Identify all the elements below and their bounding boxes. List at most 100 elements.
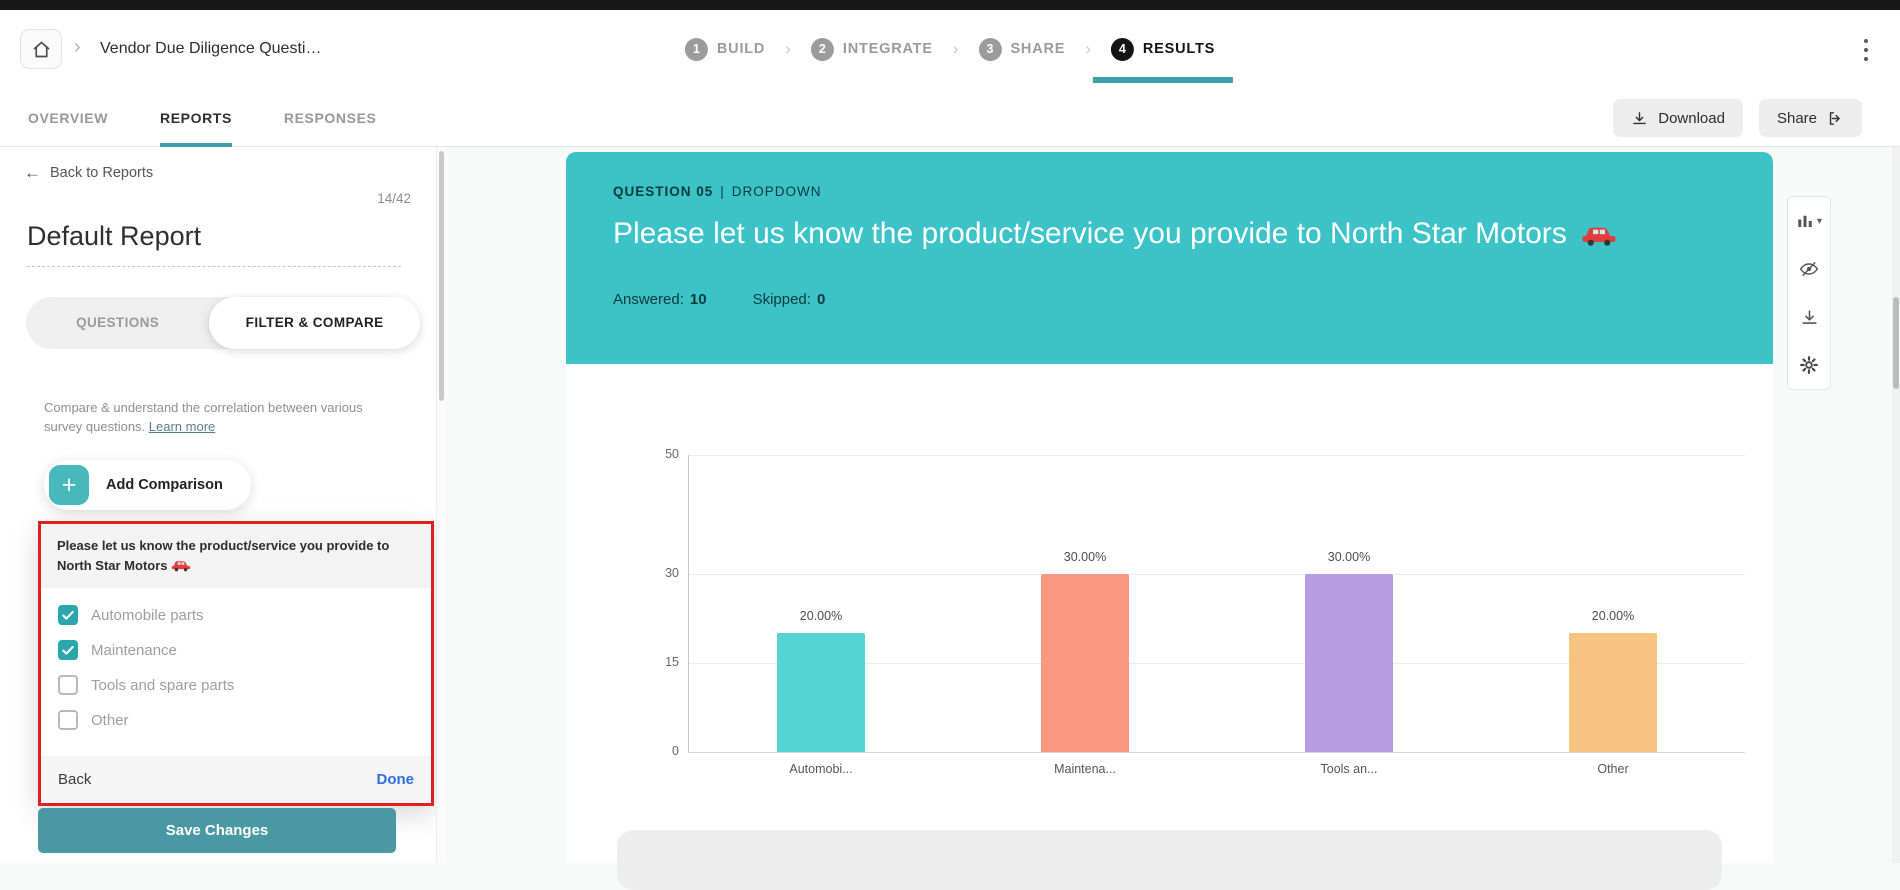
filter-option-row[interactable]: Automobile parts xyxy=(58,604,414,626)
download-icon xyxy=(1801,309,1817,324)
filter-popover-footer: Back Done xyxy=(41,756,431,804)
add-comparison-label: Add Comparison xyxy=(106,477,223,493)
download-label: Download xyxy=(1658,109,1725,127)
filter-option-label: Other xyxy=(91,711,129,729)
chart-plot: 0 15 30 50 20.00% Automobi... 30.00% Maintena..… xyxy=(665,447,1745,776)
checkbox-checked[interactable] xyxy=(58,605,78,626)
bar-value-label: 30.00% xyxy=(1327,549,1371,564)
save-changes-button[interactable]: Save Changes xyxy=(38,808,396,853)
step-separator-icon: › xyxy=(952,39,959,58)
share-label: Share xyxy=(1776,109,1817,127)
learn-more-link[interactable]: Learn more xyxy=(148,418,216,434)
filter-back-button[interactable]: Back xyxy=(58,771,92,789)
x-category-label: Tools an... xyxy=(1320,762,1378,776)
car-emoji-icon xyxy=(1582,227,1616,246)
car-emoji-icon xyxy=(171,561,191,572)
step-integrate[interactable]: 2 INTEGRATE xyxy=(810,37,933,61)
step-label: INTEGRATE xyxy=(842,41,933,57)
hide-question-button[interactable] xyxy=(1788,245,1830,293)
step-label: SHARE xyxy=(1010,41,1066,57)
filter-done-button[interactable]: Done xyxy=(376,771,415,789)
checkbox-unchecked[interactable] xyxy=(58,675,78,696)
plus-icon: + xyxy=(49,465,89,505)
chart-bar[interactable] xyxy=(1569,633,1657,752)
step-label: RESULTS xyxy=(1142,41,1216,57)
y-tick-label: 0 xyxy=(672,744,679,758)
skipped-label: Skipped: xyxy=(752,291,811,308)
step-build[interactable]: 1 BUILD xyxy=(684,37,766,61)
filter-question-title: Please let us know the product/service y… xyxy=(41,524,431,589)
y-tick-label: 15 xyxy=(665,654,679,669)
step-label: BUILD xyxy=(716,41,766,57)
step-share[interactable]: 3 SHARE xyxy=(978,37,1066,61)
caret-down-icon: ▾ xyxy=(1816,215,1823,227)
bar-chart-icon xyxy=(1798,215,1812,227)
filter-option-row[interactable]: Other xyxy=(58,709,414,731)
tab-reports[interactable]: REPORTS xyxy=(160,88,232,147)
gridline xyxy=(689,662,1745,664)
filter-option-row[interactable]: Maintenance xyxy=(58,639,414,661)
filter-option-label: Automobile parts xyxy=(91,606,204,624)
sidebar-pill-tabs: QUESTIONS FILTER & COMPARE xyxy=(26,297,420,349)
bar-value-label: 30.00% xyxy=(1063,549,1107,564)
breadcrumb[interactable]: Vendor Due Diligence Questi… xyxy=(100,40,322,57)
bar-value-label: 20.00% xyxy=(1591,609,1635,624)
tab-filter-compare[interactable]: FILTER & COMPARE xyxy=(209,297,420,349)
page-scrollbar-thumb[interactable] xyxy=(1893,297,1899,389)
tab-overview[interactable]: OVERVIEW xyxy=(28,109,109,126)
step-results[interactable]: 4 RESULTS xyxy=(1092,37,1234,83)
question-number: QUESTION 05 xyxy=(613,184,714,199)
gridline xyxy=(689,455,1745,456)
report-sidebar: ← Back to Reports 14/42 Default Report Q… xyxy=(0,147,445,863)
chart-bar[interactable] xyxy=(1305,573,1393,752)
download-button[interactable]: Download xyxy=(1613,99,1743,137)
kebab-menu-button[interactable] xyxy=(1856,39,1876,61)
download-chart-button[interactable] xyxy=(1788,293,1830,341)
x-category-label: Automobi... xyxy=(789,762,853,776)
question-title-text: Please let us know the product/service y… xyxy=(613,217,1567,250)
checkbox-unchecked[interactable] xyxy=(58,710,78,731)
step-separator-icon: › xyxy=(1085,39,1091,58)
back-arrow-icon: ← xyxy=(24,163,41,182)
title-divider xyxy=(27,266,401,267)
breadcrumb-chevron-icon: › xyxy=(74,36,81,58)
question-card-body: 0 15 30 50 20.00% Automobi... 30.00% Maintena..… xyxy=(566,364,1773,890)
page-scrollbar[interactable] xyxy=(1892,147,1900,863)
step-separator-icon: › xyxy=(785,39,791,58)
app-header: › Vendor Due Diligence Questi… 1 BUILD › 2 I… xyxy=(0,10,1900,88)
checkbox-checked[interactable] xyxy=(58,640,78,661)
share-button[interactable]: Share xyxy=(1758,99,1862,137)
stepper: 1 BUILD › 2 INTEGRATE › 3 SHARE › 4 RESULTS xyxy=(684,10,1234,88)
filter-question-text: Please let us know the product/service y… xyxy=(57,538,390,574)
tab-questions[interactable]: QUESTIONS xyxy=(76,315,160,330)
back-to-reports-label: Back to Reports xyxy=(50,165,154,181)
tab-responses[interactable]: RESPONSES xyxy=(283,109,377,126)
home-button[interactable] xyxy=(20,29,62,69)
tab-actions: Download Share xyxy=(1613,99,1862,137)
x-category-label: Maintena... xyxy=(1054,762,1116,776)
filter-option-label: Maintenance xyxy=(91,641,177,659)
report-tabbar: OVERVIEW REPORTS RESPONSES Download Share xyxy=(0,88,1900,147)
report-title[interactable]: Default Report xyxy=(27,221,202,251)
compare-description: Compare & understand the correlation bet… xyxy=(44,399,392,437)
question-card: QUESTION 05 | DROPDOWN Please let us know … xyxy=(566,152,1773,890)
skipped-value: 0 xyxy=(816,291,826,308)
answered-value: 10 xyxy=(689,291,707,308)
filter-option-row[interactable]: Tools and spare parts xyxy=(58,674,414,696)
home-icon xyxy=(33,41,49,57)
skipped-stat: Skipped: 0 xyxy=(753,291,826,308)
chart-settings-button[interactable] xyxy=(1788,341,1830,389)
add-comparison-button[interactable]: + Add Comparison xyxy=(44,460,251,510)
filter-question-popover: Please let us know the product/service y… xyxy=(38,521,434,807)
sidebar-scrollbar[interactable] xyxy=(436,147,445,863)
sidebar-scrollbar-thumb[interactable] xyxy=(439,151,444,401)
question-meta: QUESTION 05 | DROPDOWN xyxy=(613,184,1726,199)
compare-description-text: Compare & understand the correlation bet… xyxy=(44,400,363,434)
y-tick-label: 30 xyxy=(665,565,679,580)
chart-bar[interactable] xyxy=(1041,573,1129,752)
back-to-reports-link[interactable]: ← Back to Reports xyxy=(24,163,153,183)
question-stats: Answered: 10 Skipped: 0 xyxy=(613,291,1726,308)
chart-bar[interactable] xyxy=(777,633,865,752)
chart-type-button[interactable]: ▾ xyxy=(1788,197,1830,245)
answered-label: Answered: xyxy=(613,291,684,308)
